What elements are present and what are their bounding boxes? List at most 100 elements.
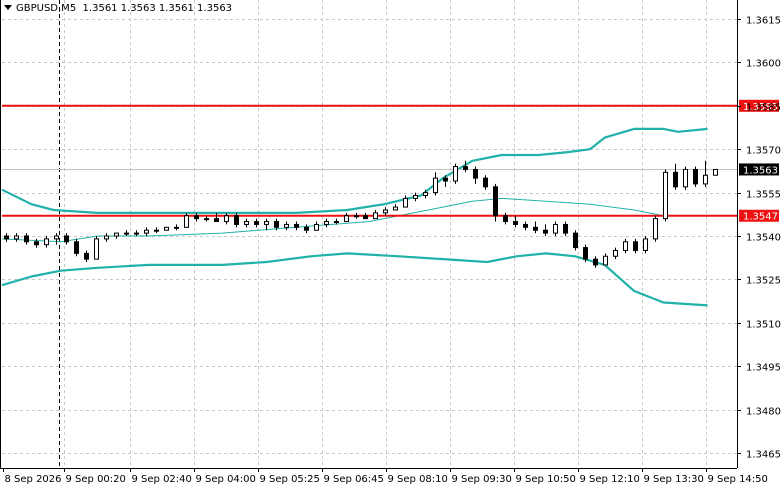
x-tick-label: 9 Sep 08:10 [388,474,448,485]
x-tick-label: 9 Sep 14:50 [708,474,768,485]
candles [4,160,718,268]
candle-body [563,223,568,234]
candle-body [334,221,339,224]
candle-body [713,168,718,176]
candle-body [354,215,359,218]
candle-body [294,223,299,228]
candle-body [383,209,388,214]
candle-body [134,232,139,235]
candle-body [84,252,89,260]
candle-body [264,221,269,225]
x-tick-label: 8 Sep 2026 [5,474,62,485]
y-tick-label: 1.3465 [746,450,781,461]
candle-body [174,226,179,229]
x-tick-label: 9 Sep 02:40 [132,474,192,485]
candle-body [493,186,498,217]
lower-band-line [1,252,708,307]
candle-body [14,235,19,240]
candle-body [533,226,538,231]
candle-body [314,223,319,231]
y-tick-label: 1.3540 [746,233,781,244]
candle-body [643,238,648,251]
x-tick-label: 9 Sep 05:25 [260,474,320,485]
grid [2,0,737,468]
candle-body [623,241,628,251]
x-tick-label: 9 Sep 12:10 [580,474,640,485]
candle-body [4,235,9,240]
ohlc-readout: 1.3561 1.3563 1.3561 1.3563 [82,3,233,14]
candle-body [453,166,458,182]
candle-body [204,218,209,221]
candle-body [363,215,368,220]
candle-body [144,229,149,234]
y-tick-label: 1.3480 [746,407,781,418]
middle-band-line [1,197,708,243]
candle-body [224,215,229,223]
candle-body [473,168,478,179]
current-price-label-bg [739,163,779,176]
level-label-bg [739,99,779,112]
candle-body [613,249,618,257]
candle-body [74,241,79,254]
y-tick-label: 1.3585 [746,103,781,114]
candle-body [164,226,169,231]
candle-body [44,238,49,246]
candle-body [124,232,129,235]
candle-body [403,197,408,208]
x-tick-label: 9 Sep 00:20 [66,474,126,485]
current-price-label: 1.3563 [743,165,778,176]
candle-body [693,168,698,185]
candle-body [114,232,119,237]
candle-body [234,215,239,225]
candle-body [703,174,708,185]
candle-body [194,215,199,220]
y-tick-label: 1.3570 [746,146,781,157]
candle-body [54,235,59,240]
candle-body [214,218,219,223]
candle-body [104,235,109,240]
x-tick-label: 9 Sep 06:45 [324,474,384,485]
candle-body [443,177,448,182]
candle-body [154,229,159,232]
level-label-bg [739,209,779,222]
level-label: 1.3547 [743,212,778,223]
horizontal-levels[interactable]: 1.3585 1.3547 1.3563 [2,99,779,223]
candle-body [344,215,349,223]
y-tick-label: 1.3510 [746,320,781,331]
y-tick-label: 1.3615 [746,16,781,27]
candle-body [433,177,438,194]
candle-body [254,221,259,225]
x-tick-label: 9 Sep 10:50 [516,474,576,485]
candle-body [184,215,189,228]
candle-body [274,221,279,228]
x-tick-label: 9 Sep 13:30 [644,474,704,485]
candle-body [673,171,678,188]
candle-body [324,221,329,225]
x-tick-label: 9 Sep 09:30 [452,474,512,485]
candle-body [94,238,99,260]
chart-header: GBPUSD,M5 1.3561 1.3563 1.3561 1.3563 [2,3,232,14]
candle-body [513,221,518,225]
y-tick-label: 1.3495 [746,363,781,374]
candle-body [413,194,418,199]
upper-band-line [1,127,708,214]
candle-body [423,192,428,196]
candle-body [593,258,598,266]
candle-body [244,221,249,225]
candle-body [543,229,548,234]
candle-body [503,215,508,223]
candle-body [573,232,578,249]
candle-body [34,241,39,246]
candle-body [304,226,309,231]
candle-body [683,168,688,188]
candle-body [583,247,588,260]
candle-body [284,223,289,228]
collapse-triangle-icon[interactable] [4,5,12,10]
candle-body [523,223,528,228]
candle-body [633,241,638,251]
candle-body [653,218,658,240]
candle-body [463,166,468,170]
candle-body [603,255,608,266]
